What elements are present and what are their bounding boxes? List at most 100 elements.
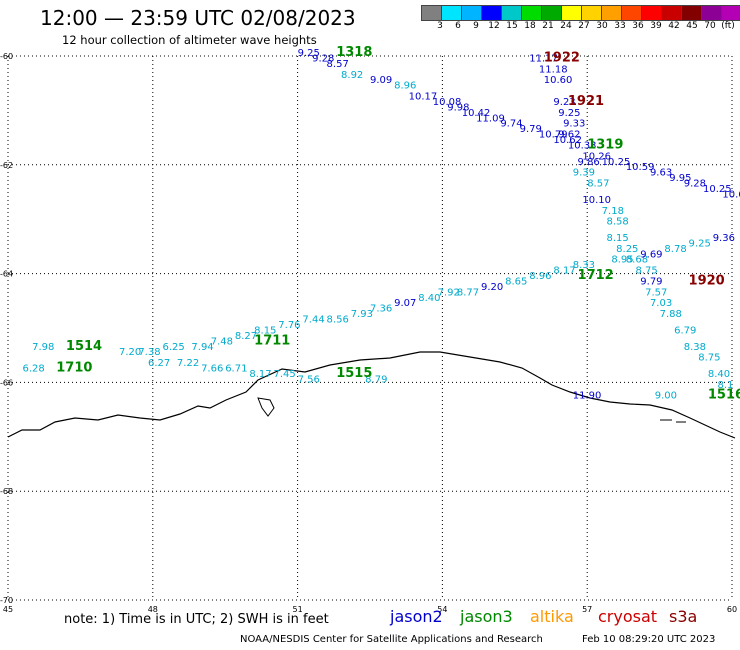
swh-observation: 7.45 xyxy=(273,369,295,380)
swh-observation: 9.07 xyxy=(394,298,416,309)
swh-observation: 8.92 xyxy=(341,70,363,81)
swh-observation: 7.22 xyxy=(177,358,199,369)
swh-observation: 8.58 xyxy=(607,217,629,228)
pass-time-label: 1515 xyxy=(336,366,372,381)
swh-observation: 7.48 xyxy=(211,336,233,347)
satellite-pass-labels: 1318 1922 1921 1319 1712 1920 1514 1710 1711 1515… xyxy=(56,45,740,403)
swh-observation: 8.33 xyxy=(573,260,595,271)
swh-observation: 8.57 xyxy=(327,59,349,70)
swh-observation: 10.62 xyxy=(553,135,582,146)
swh-observation: 7.98 xyxy=(32,342,54,353)
antarctic-coastline xyxy=(7,351,736,439)
colorbar xyxy=(421,5,740,21)
pass-time-label: 1516 xyxy=(708,388,740,403)
footer-credit: NOAA/NESDIS Center for Satellite Applica… xyxy=(240,634,543,645)
swh-observation: 8.96 xyxy=(529,271,551,282)
pass-time-label: 1319 xyxy=(587,137,623,152)
swh-observation: 8.68 xyxy=(626,255,648,266)
swh-observation: 8.96 xyxy=(394,81,416,92)
swh-observation: 10.25 xyxy=(703,184,732,195)
colorbar-label: 42 xyxy=(668,21,680,31)
map-title: 12:00 — 23:59 UTC 02/08/2023 xyxy=(40,6,356,30)
swh-observation: 8.57 xyxy=(587,179,609,190)
legend-s3a: s3a xyxy=(669,607,698,626)
lat-tick-label: -60 xyxy=(0,52,13,61)
colorbar-label: 70 xyxy=(704,21,716,31)
swh-observation: 9.98 xyxy=(447,102,469,113)
swh-observation: 10.42 xyxy=(462,108,491,119)
legend-jason2: jason2 xyxy=(390,607,443,626)
swh-observation: 8.75 xyxy=(635,266,657,277)
swh-observation: 8.27 xyxy=(235,331,257,342)
swh-observation: 6.25 xyxy=(162,342,184,353)
swh-observation: 9.20 xyxy=(481,282,503,293)
swh-observation: 10.25 xyxy=(602,157,631,168)
lon-tick-label: 60 xyxy=(727,605,737,614)
swh-observation: 8.17 xyxy=(553,266,575,277)
swh-observation: 7.92 xyxy=(438,287,460,298)
swh-observation: 9.69 xyxy=(640,249,662,260)
pass-time-label: 1514 xyxy=(66,339,102,354)
swh-observation: 6.79 xyxy=(674,325,696,336)
colorbar-label: 3 xyxy=(437,21,443,31)
swh-observation: 11.09 xyxy=(476,113,505,124)
swh-observation: 9.28 xyxy=(312,53,334,64)
colorbar-label: (ft) xyxy=(721,21,735,31)
lat-tick-label: -62 xyxy=(0,161,13,170)
swh-observation: 8.15 xyxy=(607,233,629,244)
colorbar-label: 33 xyxy=(614,21,626,31)
pass-time-label: 1920 xyxy=(689,273,725,288)
swh-observation: 9.62 xyxy=(558,130,580,141)
colorbar-label: 12 xyxy=(488,21,500,31)
colorbar-label: 24 xyxy=(560,21,572,31)
swh-observation: 7.44 xyxy=(302,315,324,326)
legend-cryosat: cryosat xyxy=(598,607,658,626)
lon-tick-label: 54 xyxy=(437,605,447,614)
swh-observation: 8.1 xyxy=(718,380,734,391)
colorbar-label: 39 xyxy=(650,21,662,31)
lon-tick-label: 45 xyxy=(3,605,13,614)
swh-observation: 9.25 xyxy=(558,108,580,119)
swh-observation: 8.78 xyxy=(664,244,686,255)
swh-observation: 10.59 xyxy=(626,162,655,173)
swh-observation: 9.79 xyxy=(520,124,542,135)
swh-observation: 7.76 xyxy=(278,320,300,331)
pass-time-label: 1318 xyxy=(336,45,372,60)
legend-jason3: jason3 xyxy=(460,607,513,626)
swh-observation: 10.33 xyxy=(568,140,597,151)
swh-observation: 7.94 xyxy=(191,342,213,353)
swh-observation: 10.08 xyxy=(433,97,462,108)
colorbar-swatch xyxy=(721,5,740,21)
lat-tick-label: -64 xyxy=(0,270,13,279)
pass-time-label: 1710 xyxy=(56,361,92,376)
swh-observation: 7.56 xyxy=(298,374,320,385)
swh-observation: 9.86 xyxy=(578,157,600,168)
swh-observation: 9.33 xyxy=(563,119,585,130)
swh-observation: 8.25 xyxy=(616,244,638,255)
swh-observation: 6.27 xyxy=(148,358,170,369)
swh-observation: 9.79 xyxy=(640,276,662,287)
swh-observation: 11.90 xyxy=(573,391,602,402)
colorbar-label: 6 xyxy=(455,21,461,31)
swh-observation: 8.40 xyxy=(708,369,730,380)
swh-observation: 9.39 xyxy=(573,168,595,179)
colorbar-label: 9 xyxy=(473,21,479,31)
colorbar-label: 36 xyxy=(632,21,644,31)
colorbar-label: 21 xyxy=(542,21,554,31)
swh-observation: 7.18 xyxy=(602,206,624,217)
swh-observation: 6.28 xyxy=(22,364,44,375)
swh-observation: 9.09 xyxy=(370,75,392,86)
swh-observation: 10.79 xyxy=(539,130,568,141)
swh-observation: 9.25 xyxy=(689,238,711,249)
swh-observation: 8.17 xyxy=(249,369,271,380)
coastline xyxy=(7,351,736,439)
swh-observation: 9.36 xyxy=(713,233,735,244)
swh-observation: 8.38 xyxy=(684,342,706,353)
swh-observation: 9.23 xyxy=(553,97,575,108)
wave-height-observations: 9.259.288.578.92 9.09 8.9610.1710.089.9810… xyxy=(22,48,740,402)
swh-observation: 7.93 xyxy=(351,309,373,320)
lat-tick-label: -70 xyxy=(0,596,13,605)
swh-observation: 10.10 xyxy=(582,195,611,206)
lat-tick-label: -66 xyxy=(0,378,13,387)
